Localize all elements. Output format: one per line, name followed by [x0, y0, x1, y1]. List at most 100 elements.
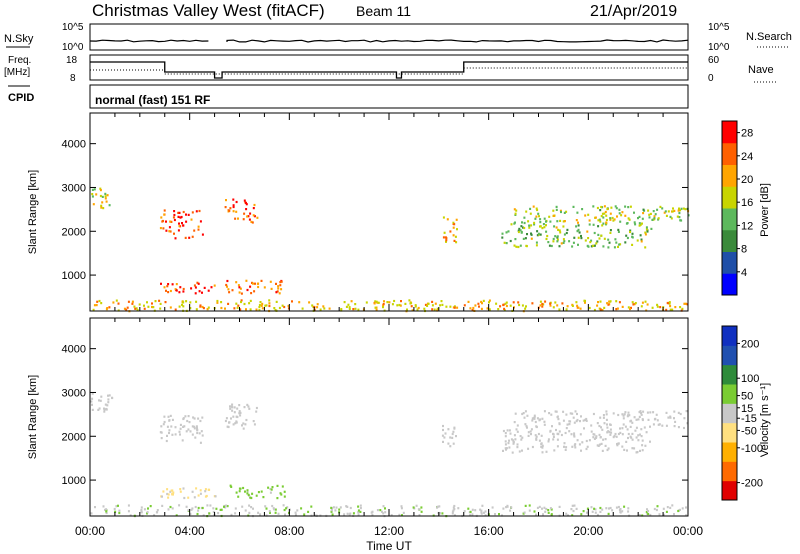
heatmap-cell: [232, 204, 235, 207]
heatmap-cell: [686, 422, 689, 425]
heatmap-cell: [524, 504, 527, 507]
heatmap-cell: [291, 300, 293, 303]
heatmap-cell: [644, 231, 647, 234]
heatmap-cell: [606, 208, 609, 211]
y-tick-label: 4000: [62, 344, 86, 356]
heatmap-cell: [504, 432, 507, 435]
heatmap-cell: [580, 415, 582, 418]
heatmap-cell: [248, 504, 251, 507]
heatmap-cell: [235, 200, 238, 204]
heatmap-cell: [197, 228, 200, 231]
heatmap-cell: [185, 505, 188, 508]
heatmap-cell: [183, 496, 186, 500]
heatmap-cell: [569, 412, 572, 415]
heatmap-cell: [562, 241, 565, 244]
heatmap-cell: [149, 505, 152, 508]
heatmap-cell: [267, 486, 270, 489]
heatmap-cell: [672, 207, 674, 210]
heatmap-cell: [566, 228, 569, 231]
heatmap-cell: [100, 302, 103, 305]
heatmap-cell: [274, 508, 277, 511]
heatmap-cell: [162, 227, 165, 230]
heatmap-cell: [259, 301, 262, 304]
heatmap-cell: [99, 399, 102, 402]
heatmap-cell: [208, 512, 211, 515]
heatmap-cell: [577, 221, 579, 224]
heatmap-cell: [669, 305, 672, 308]
heatmap-cell: [565, 512, 568, 515]
heatmap-cell: [229, 207, 232, 210]
heatmap-cell: [533, 417, 536, 420]
heatmap-cell: [115, 299, 118, 302]
heatmap-cell: [648, 216, 651, 219]
power-colorbar-label: Power [dB]: [759, 183, 771, 237]
heatmap-cell: [328, 307, 331, 310]
heatmap-cell: [195, 210, 198, 213]
heatmap-cell: [453, 223, 456, 226]
heatmap-cell: [249, 285, 252, 288]
velocity-x-ticks: [89, 318, 689, 516]
heatmap-cell: [182, 224, 185, 227]
heatmap-cell: [416, 308, 419, 311]
heatmap-cell: [171, 489, 174, 492]
heatmap-cell: [239, 411, 242, 414]
heatmap-cell: [167, 283, 170, 286]
heatmap-cell: [497, 308, 500, 311]
heatmap-cell: [552, 240, 555, 243]
heatmap-cell: [609, 231, 612, 234]
heatmap-cell: [673, 209, 676, 212]
heatmap-cell: [442, 216, 445, 219]
heatmap-cell: [167, 508, 170, 511]
heatmap-cell: [571, 304, 574, 307]
heatmap-cell: [535, 435, 538, 438]
heatmap-cell: [494, 513, 496, 516]
heatmap-cell: [557, 228, 560, 231]
heatmap-cell: [480, 307, 483, 310]
heatmap-cell: [226, 505, 229, 508]
heatmap-cell: [189, 512, 192, 515]
heatmap-cell: [231, 406, 234, 409]
heatmap-cell: [187, 428, 190, 431]
heatmap-cell: [379, 509, 382, 512]
heatmap-cell: [601, 224, 604, 227]
colorbar-segment: [722, 326, 737, 346]
heatmap-cell: [246, 489, 249, 492]
heatmap-cell: [452, 442, 455, 445]
heatmap-region: [91, 187, 111, 210]
heatmap-cell: [245, 208, 248, 211]
heatmap-cell: [235, 491, 238, 494]
heatmap-cell: [131, 302, 134, 305]
heatmap-cell: [637, 418, 640, 421]
heatmap-cell: [106, 194, 109, 197]
heatmap-cell: [576, 412, 578, 416]
heatmap-cell: [586, 230, 589, 233]
heatmap-cell: [214, 495, 217, 498]
heatmap-cell: [258, 309, 261, 312]
heatmap-cell: [562, 238, 565, 241]
heatmap-cell: [593, 437, 596, 440]
heatmap-cell: [223, 505, 225, 508]
heatmap-cell: [654, 213, 657, 216]
heatmap-cell: [655, 508, 658, 512]
heatmap-cell: [237, 495, 240, 498]
heatmap-cell: [154, 300, 157, 303]
heatmap-cell: [237, 217, 239, 220]
heatmap-cell: [518, 227, 521, 230]
heatmap-cell: [563, 240, 566, 243]
heatmap-cell: [528, 509, 531, 512]
heatmap-cell: [651, 218, 654, 221]
heatmap-cell: [181, 439, 184, 442]
heatmap-cell: [227, 425, 230, 429]
heatmap-cell: [101, 195, 104, 198]
heatmap-cell: [282, 504, 285, 507]
heatmap-cell: [641, 222, 643, 225]
heatmap-cell: [609, 300, 612, 303]
heatmap-cell: [512, 442, 515, 445]
heatmap-region: [160, 281, 216, 295]
heatmap-cell: [526, 426, 528, 429]
heatmap-cell: [558, 430, 561, 433]
heatmap-cell: [556, 432, 559, 435]
heatmap-cell: [624, 214, 627, 217]
heatmap-cell: [199, 441, 202, 444]
heatmap-cell: [655, 413, 658, 416]
